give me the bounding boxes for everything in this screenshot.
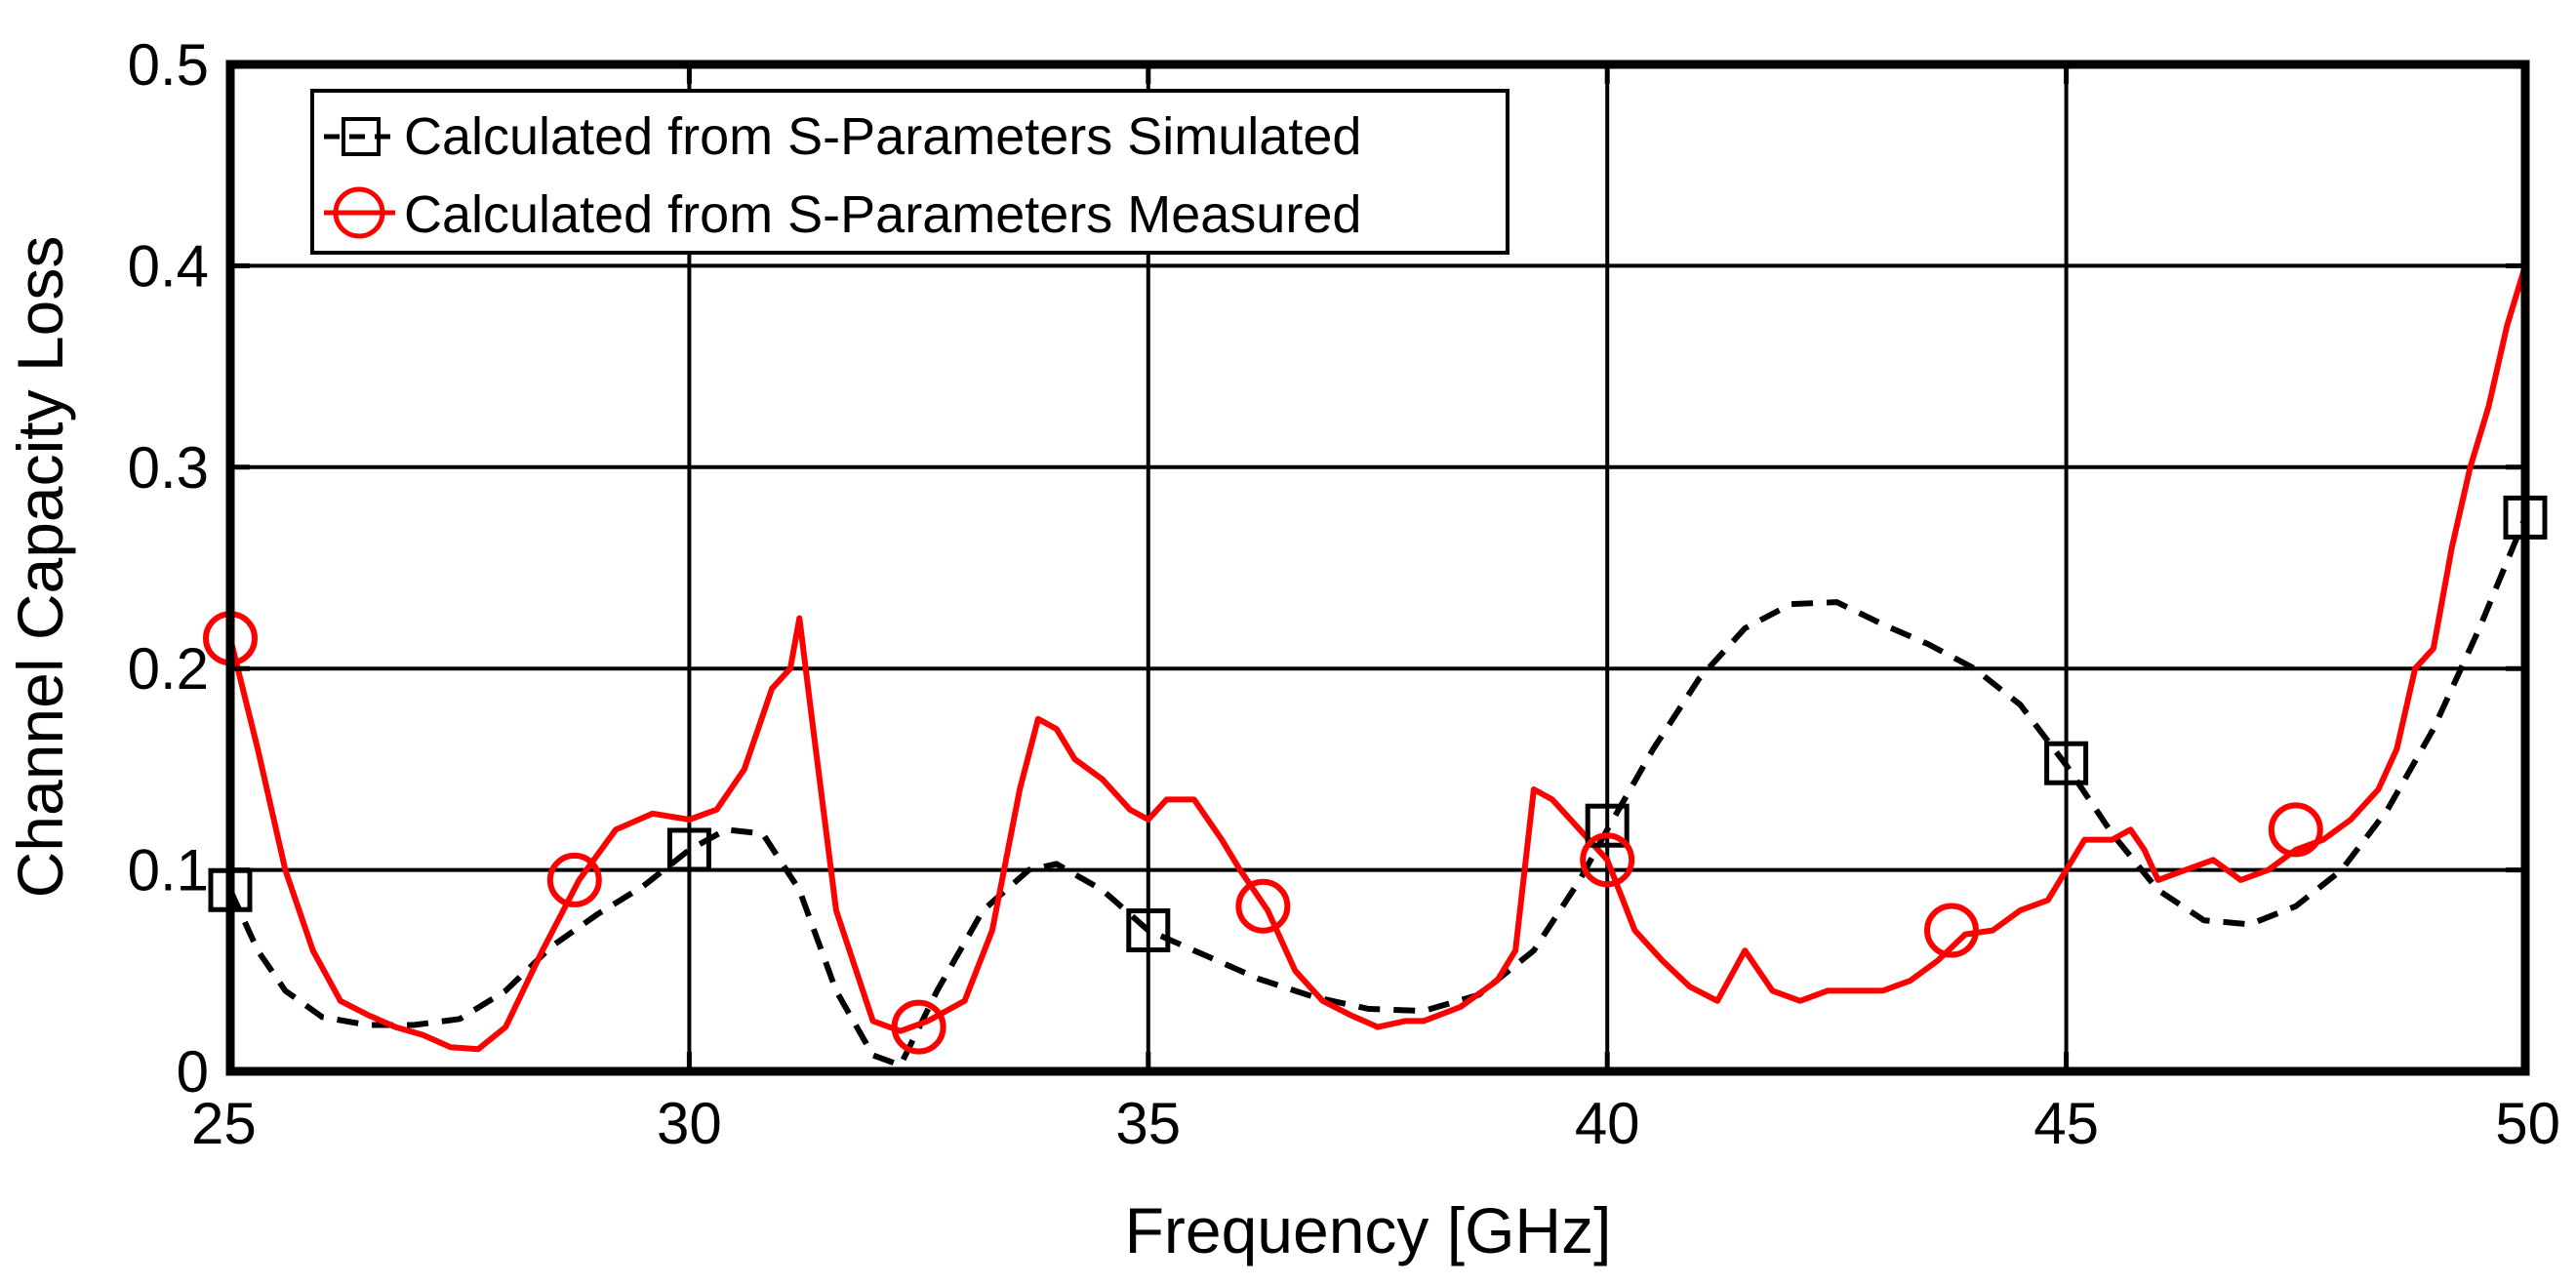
x-tick-label: 35 xyxy=(1115,1091,1181,1156)
y-tick-label: 0.2 xyxy=(128,636,209,702)
legend-marker-square xyxy=(342,117,381,156)
legend-marker-circle xyxy=(333,186,385,239)
legend: Calculated from S-Parameters Simulated C… xyxy=(310,89,1509,255)
x-tick-label: 40 xyxy=(1575,1091,1640,1156)
data-marker-square xyxy=(1585,803,1630,848)
data-marker-square xyxy=(1126,908,1171,953)
y-tick-label: 0.1 xyxy=(128,838,209,904)
x-tick-label: 50 xyxy=(2495,1091,2560,1156)
legend-label-measured: Calculated from S-Parameters Measured xyxy=(404,185,1361,244)
x-axis-title: Frequency [GHz] xyxy=(1125,1194,1612,1266)
tick-marks xyxy=(227,61,2528,1074)
data-marker-circle xyxy=(1580,832,1635,888)
data-marker-circle xyxy=(546,852,602,907)
legend-label-simulated: Calculated from S-Parameters Simulated xyxy=(404,107,1361,166)
series-lines xyxy=(227,264,2528,1068)
x-tick-label: 30 xyxy=(657,1091,722,1156)
data-marker-square xyxy=(666,827,711,872)
y-tick-label: 0.3 xyxy=(128,435,209,501)
y-tick-labels: 0 0.1 0.2 0.3 0.4 0.5 xyxy=(128,32,209,1105)
legend-box xyxy=(310,89,1509,255)
series-line-simulated xyxy=(227,516,2528,1068)
y-axis-title: Channel Capacity Loss xyxy=(4,236,76,899)
series-line-measured xyxy=(227,264,2528,1053)
data-marker-circle xyxy=(1235,878,1291,934)
data-marker-circle xyxy=(2268,802,2323,858)
x-tick-label: 45 xyxy=(2033,1091,2099,1156)
y-tick-label: 0.4 xyxy=(128,233,209,299)
y-tick-label: 0 xyxy=(177,1039,209,1105)
x-tick-label: 25 xyxy=(191,1091,257,1156)
data-marker-square xyxy=(2044,741,2089,785)
data-marker-circle xyxy=(1924,903,1979,958)
y-tick-label: 0.5 xyxy=(128,32,209,98)
data-marker-circle xyxy=(891,999,946,1055)
plot-frame xyxy=(225,60,2530,1076)
x-tick-labels: 25 30 35 40 45 50 xyxy=(191,1091,2560,1156)
